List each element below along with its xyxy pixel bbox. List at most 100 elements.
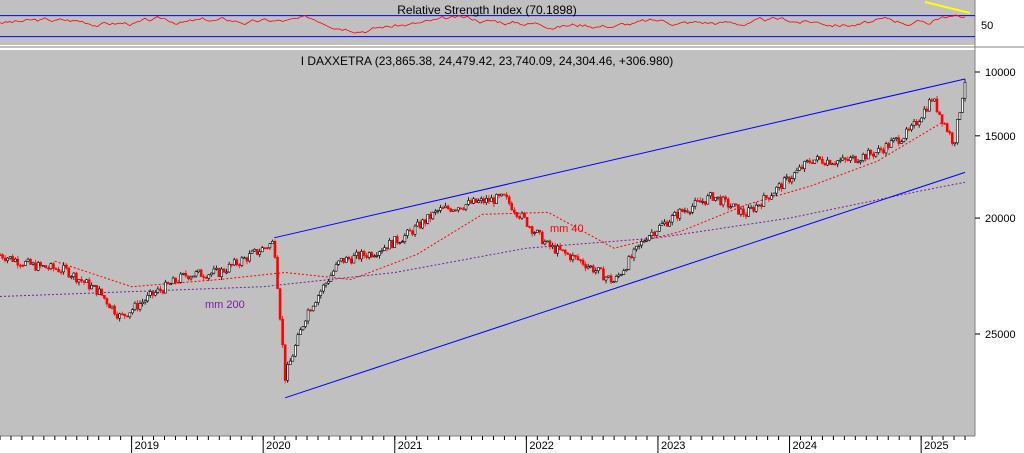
x-tick-label: 2024 [793, 440, 817, 452]
candle-body [138, 303, 142, 310]
candle-body [161, 290, 165, 294]
candle-body [594, 270, 598, 273]
candle-body [212, 268, 216, 274]
candle-body [538, 229, 542, 233]
candle-body [64, 264, 68, 269]
candle-body [194, 271, 198, 277]
candle-body [737, 204, 740, 215]
candle-body [202, 276, 205, 278]
candle-body [719, 196, 722, 206]
candle-body [278, 288, 282, 320]
candle-body [255, 249, 259, 255]
candle-body [398, 242, 402, 244]
candle-body [548, 240, 552, 248]
candle-body [82, 280, 86, 283]
candle-body [879, 148, 883, 151]
candle-body [625, 269, 628, 271]
candle-body [808, 160, 811, 163]
candle-body [556, 245, 559, 254]
candle-body [818, 156, 822, 160]
candle-body [75, 272, 78, 283]
candle-body [192, 275, 195, 278]
candle-body [464, 204, 468, 210]
candle-body [823, 163, 827, 166]
candle-body [314, 302, 318, 307]
ma200-line [0, 181, 966, 297]
candle-body [851, 155, 855, 158]
candle-body [640, 241, 643, 246]
candle-body [856, 161, 860, 164]
candle-body [355, 251, 358, 256]
candle-body [429, 214, 432, 220]
rsi-line [0, 14, 966, 34]
candle-body [390, 240, 394, 248]
candle-body [431, 212, 435, 220]
rsi-title: Relative Strength Index (70.1898) [397, 3, 576, 17]
candle-body [44, 265, 48, 269]
candle-body [653, 231, 656, 236]
candle-body [57, 269, 60, 273]
candle-body [612, 281, 615, 284]
candle-body [118, 313, 121, 319]
candle-body [497, 194, 501, 197]
candle-body [915, 121, 918, 126]
candle-body [513, 209, 516, 213]
candle-body [136, 302, 139, 310]
candle-body [864, 154, 867, 160]
candle-body [772, 192, 776, 197]
candle-body [6, 257, 9, 261]
candle-body [80, 279, 83, 282]
candle-body [762, 195, 766, 207]
candle-body [866, 149, 870, 160]
candle-body [510, 203, 514, 211]
candle-body [449, 208, 452, 212]
candle-body [861, 154, 865, 161]
candle-body [436, 210, 440, 212]
x-tick-label: 2023 [661, 440, 685, 452]
candle-body [245, 257, 249, 262]
candle-body [159, 288, 162, 291]
candle-body [400, 241, 404, 243]
candle-body [920, 117, 924, 123]
candle-body [141, 301, 144, 304]
candle-body [316, 295, 320, 303]
candle-body [675, 211, 679, 219]
candle-body [744, 214, 748, 217]
candle-body [385, 247, 389, 250]
candle-body [103, 295, 106, 299]
candle-body [156, 288, 160, 293]
candle-body [686, 210, 689, 213]
candle-body [115, 313, 119, 319]
candle-body [408, 229, 412, 232]
candle-body [299, 329, 302, 336]
candle-body [403, 235, 407, 242]
candle-body [515, 212, 519, 217]
candle-body [716, 196, 720, 199]
candle-body [894, 137, 898, 140]
candle-body [795, 169, 799, 174]
candle-body [650, 231, 654, 236]
x-tick-label: 2019 [135, 440, 159, 452]
candle-body [523, 212, 526, 218]
candle-body [128, 312, 132, 318]
candle-body [658, 225, 661, 232]
candle-body [350, 258, 353, 264]
candle-body [490, 197, 493, 202]
candle-body [706, 195, 710, 205]
candle-body [16, 258, 20, 266]
candle-body [619, 274, 623, 276]
price-panel: 25000 20000 15000 10000 I DAXXETRA (23,865.… [0, 54, 1016, 399]
candle-body [563, 249, 567, 254]
ma40-line [54, 121, 944, 288]
candle-body [334, 264, 338, 272]
candle-body [485, 197, 488, 203]
candle-body [322, 284, 325, 292]
candle-body [703, 201, 707, 205]
candle-body [189, 276, 193, 280]
candle-body [900, 141, 903, 144]
candle-body [87, 279, 91, 290]
candle-body [281, 318, 284, 346]
candle-body [225, 271, 228, 274]
candle-body [933, 98, 936, 102]
candle-body [749, 207, 753, 209]
